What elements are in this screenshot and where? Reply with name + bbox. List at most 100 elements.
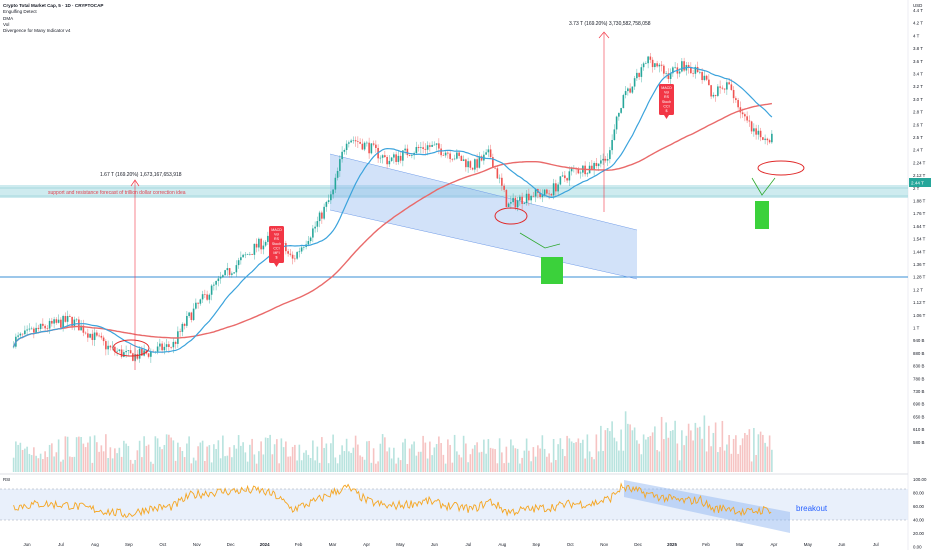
volume-bar [584,458,586,472]
volume-bar [708,425,710,472]
volume-bars [12,411,773,472]
volume-bar [755,455,757,472]
channel-upper-line [329,153,638,231]
candle [71,316,73,330]
volume-bar [343,451,346,472]
candle [714,94,717,102]
volume-bar [737,453,739,472]
candle [339,155,341,177]
time-tick-label: Jul [58,542,64,547]
candle [35,322,37,333]
candle [102,335,105,346]
volume-bar [15,441,17,472]
candle [26,325,28,335]
volume-bar [449,444,451,472]
candle [663,64,665,77]
volume-bar [395,463,397,472]
volume-bar [703,415,706,472]
candle [381,154,384,164]
volume-bar [53,456,55,472]
candle [253,243,256,260]
candle [109,344,112,351]
candle [766,137,769,146]
volume-bar [656,450,658,472]
volume-bar [318,462,321,472]
volume-bar [350,452,352,472]
candle [93,327,96,347]
candle [474,158,476,173]
volume-bar [593,459,595,472]
candle [669,68,672,86]
volume-bar [577,438,580,472]
candle [388,155,391,167]
candle [219,271,222,284]
volume-bar [75,437,78,472]
candle [287,248,289,257]
candle [557,182,559,197]
candle [735,96,737,103]
candle [233,272,235,274]
volume-bar [753,427,755,472]
price-tick-label: 2.5 T [913,135,923,140]
volume-bar [339,454,341,472]
candle [53,316,55,328]
candle [384,150,386,158]
candle [636,68,638,81]
candle [42,318,44,329]
currency-label: USD [913,3,922,8]
candle [12,341,15,349]
volume-bar [514,448,517,472]
volume-bar [609,431,611,472]
candle [624,86,627,99]
volume-bar [422,435,424,472]
volume-bar [501,452,503,472]
candle [471,167,474,171]
candle [192,303,195,322]
candle [84,331,87,335]
volume-bar [469,454,472,472]
volume-bar [492,448,494,472]
volume-bar [323,447,325,472]
volume-bar [496,463,499,472]
volume-bar [303,452,305,472]
volume-bar [456,451,458,472]
candle [147,352,150,359]
volume-bar [237,435,240,472]
volume-bar [294,444,296,472]
candle [451,158,454,162]
green-signal-1 [541,257,563,284]
candle [249,251,251,256]
volume-bar [120,456,123,472]
volume-bar [451,462,454,472]
candle [359,138,361,145]
candle [260,237,262,254]
candle [528,188,530,206]
volume-bar [667,437,670,472]
volume-bar [165,434,168,472]
volume-bar [766,446,769,472]
candle [316,216,319,233]
volume-bar [442,454,445,472]
candle [138,346,141,363]
volume-bar [17,444,19,472]
candle [435,143,438,151]
volume-bar [379,443,382,472]
candle [703,70,706,82]
time-tick-label: May [396,542,405,547]
candle [660,61,663,72]
candle [237,257,240,269]
time-tick-label: Feb [295,542,303,547]
candle [496,165,499,179]
volume-bar [192,457,195,472]
volume-bar [249,444,251,472]
candle [469,160,472,170]
candle [231,271,233,278]
candle [629,83,631,94]
candle [442,152,445,156]
volume-bar [280,438,283,472]
chart-legend: Crypto Total Market Cap, 5 · 1D · CRYPTO… [3,3,103,34]
volume-bar [39,453,42,472]
volume-bar [116,453,118,472]
candle [534,188,537,203]
